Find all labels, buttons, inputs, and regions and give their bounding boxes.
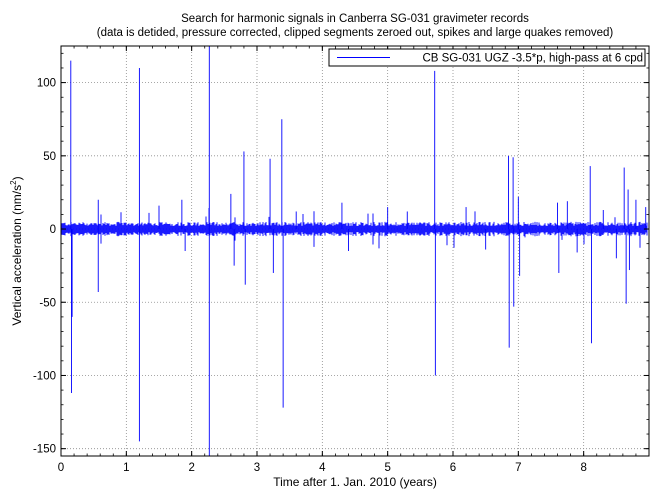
y-axis-label: Vertical acceleration (nm/s2) — [9, 176, 24, 325]
y-tick-label: -150 — [33, 444, 56, 456]
y-tick-label: 0 — [50, 224, 56, 236]
y-axis-label-superscript: 2 — [9, 180, 18, 185]
y-tick-label: 100 — [37, 78, 56, 90]
legend-label: CB SG-031 UGZ -3.5*p, high-pass at 6 cpd — [422, 53, 643, 65]
x-tick-label: 1 — [123, 462, 129, 474]
x-tick-label: 0 — [58, 462, 64, 474]
plot-frame — [60, 45, 650, 457]
x-tick-label: 3 — [254, 462, 260, 474]
y-tick-label: -100 — [33, 370, 56, 382]
y-tick-label: 50 — [43, 151, 56, 163]
legend-box — [328, 48, 646, 67]
y-axis-label-main: Vertical acceleration (nm/s — [10, 185, 24, 326]
x-tick-label: 4 — [319, 462, 326, 474]
chart-subtitle: (data is detided, pressure corrected, cl… — [97, 27, 614, 39]
x-tick-label: 6 — [450, 462, 456, 474]
x-tick-label: 2 — [188, 462, 194, 474]
x-tick-label: 5 — [384, 462, 390, 474]
x-axis-label: Time after 1. Jan. 2010 (years) — [273, 475, 437, 489]
y-tick-label: -50 — [39, 297, 56, 309]
chart-title: Search for harmonic signals in Canberra … — [181, 13, 529, 25]
x-tick-label: 7 — [515, 462, 521, 474]
data-series — [61, 46, 648, 456]
x-tick-label: 8 — [580, 462, 586, 474]
y-axis-label-close: ) — [10, 176, 24, 180]
legend: CB SG-031 UGZ -3.5*p, high-pass at 6 cpd — [328, 48, 646, 67]
